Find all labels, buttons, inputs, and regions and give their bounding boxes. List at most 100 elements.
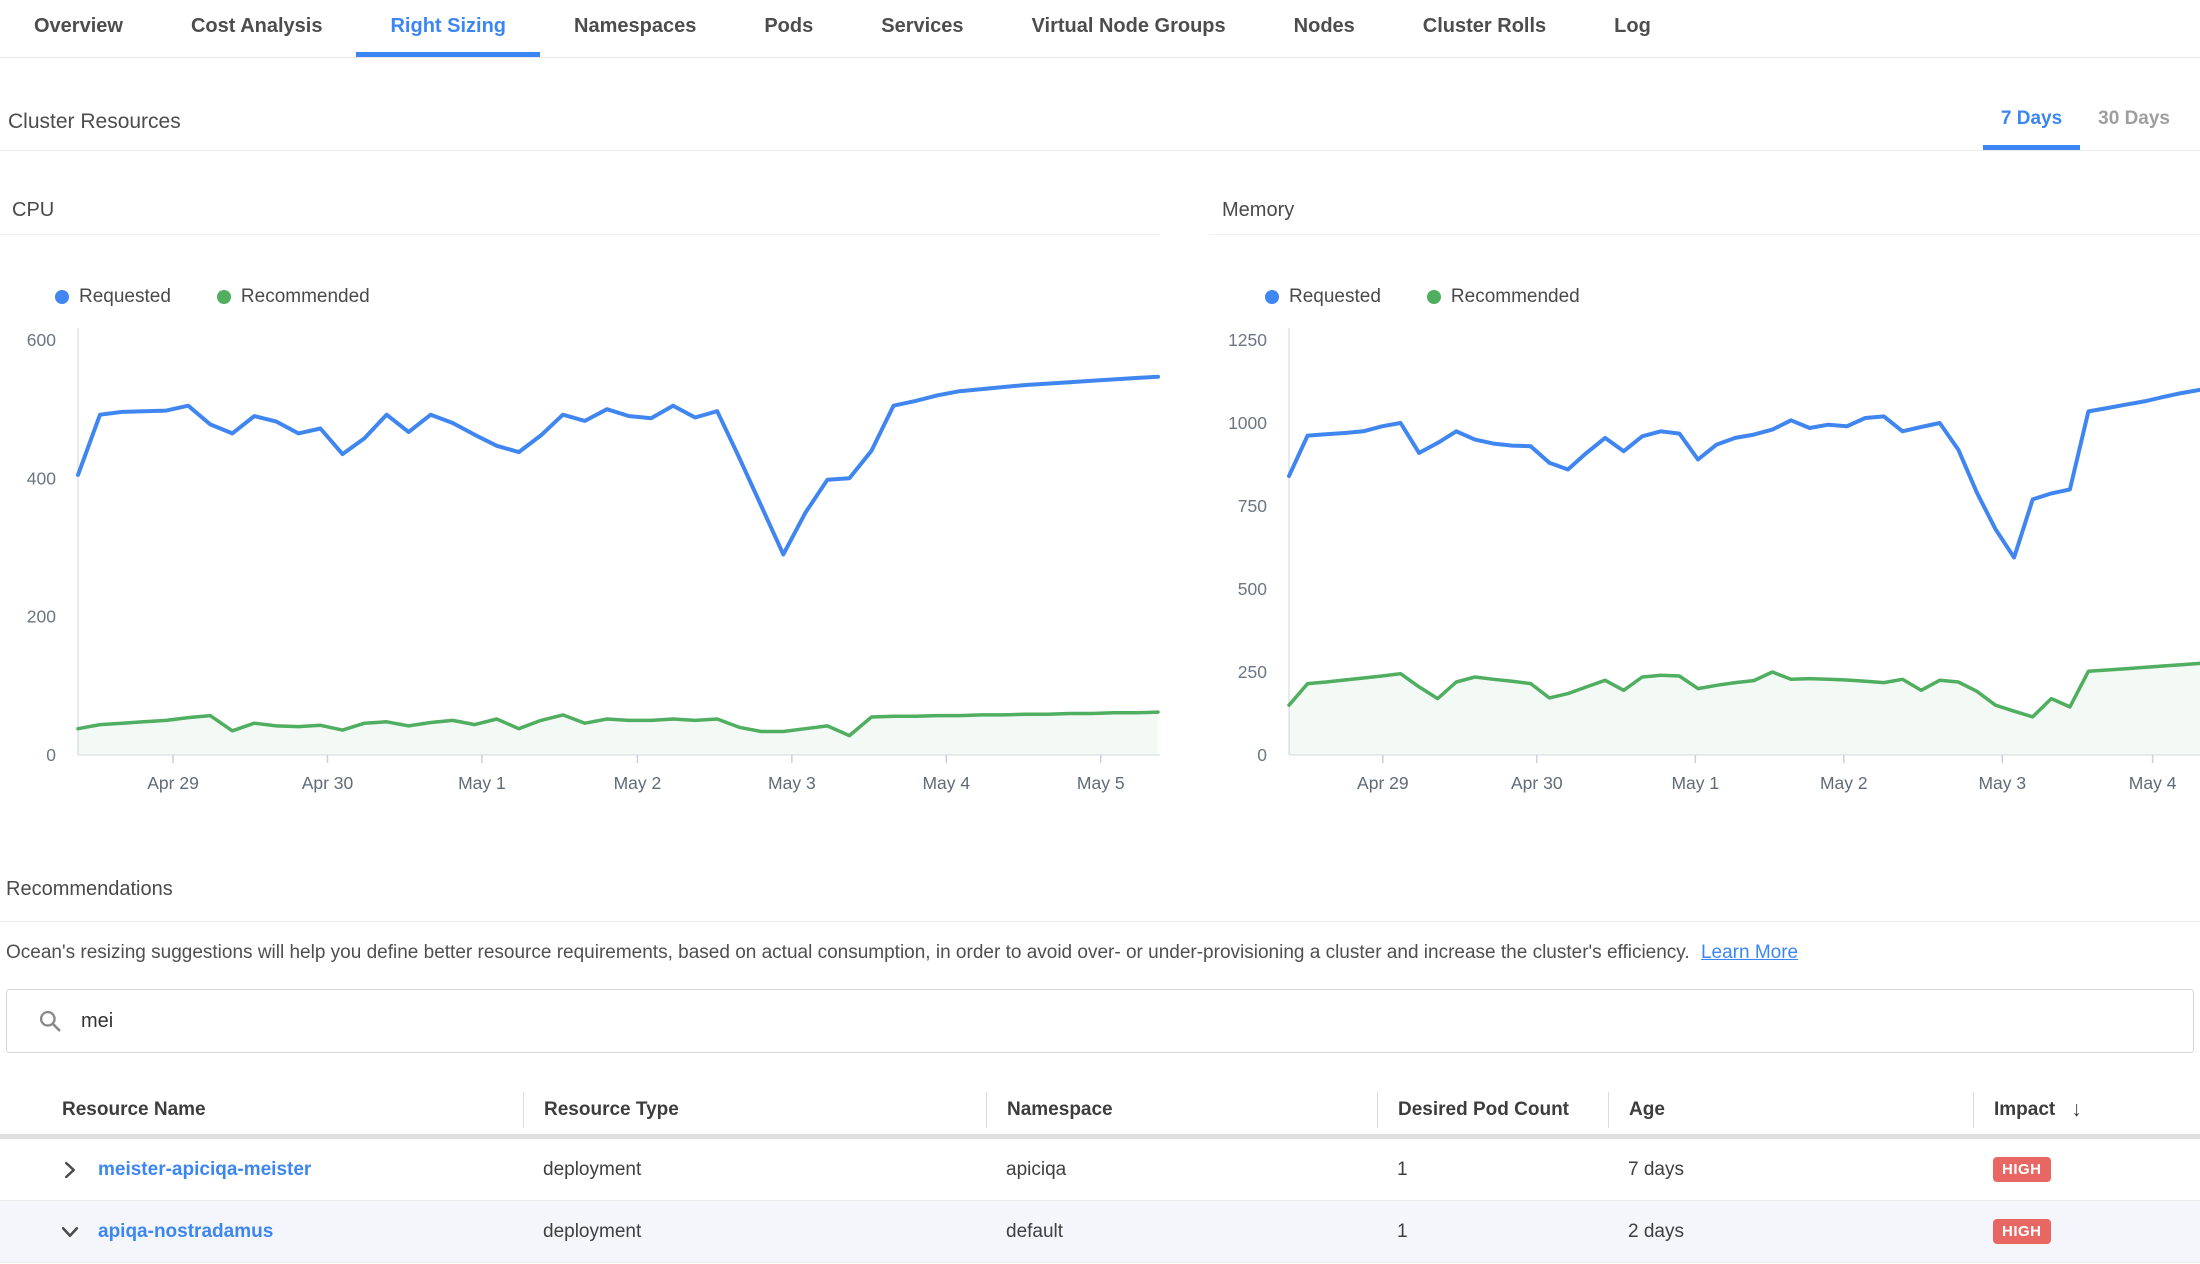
recommended-legend-dot <box>1427 290 1441 304</box>
svg-text:May 2: May 2 <box>614 773 662 793</box>
column-label: Resource Name <box>62 1099 206 1121</box>
tab-right-sizing[interactable]: Right Sizing <box>356 0 540 57</box>
resource-name-cell: apiqa-nostradamus <box>0 1221 523 1243</box>
sort-desc-icon[interactable]: ↓ <box>2071 1098 2082 1122</box>
memory-chart-panel: Memory Requested Recommended 0 250 500 750 10… <box>1210 199 2200 800</box>
legend-recommended[interactable]: Recommended <box>1427 286 1580 308</box>
svg-text:May 4: May 4 <box>2129 773 2177 793</box>
requested-legend-dot <box>55 290 69 304</box>
namespace-cell: default <box>986 1221 1377 1243</box>
column-header-namespace[interactable]: Namespace <box>986 1092 1377 1128</box>
column-label: Impact <box>1994 1099 2055 1121</box>
impact-badge: HIGH <box>1993 1219 2051 1244</box>
cluster-resources-title: Cluster Resources <box>8 93 181 150</box>
cpu-chart: 0200400600Apr 29Apr 30May 1May 2May 3May… <box>0 315 1160 800</box>
recommendations-section: Recommendations Ocean's resizing suggest… <box>0 878 2200 1053</box>
namespace-cell: apiciqa <box>986 1159 1377 1181</box>
column-header-resource-type[interactable]: Resource Type <box>523 1092 986 1128</box>
range-30-days[interactable]: 30 Days <box>2080 93 2188 150</box>
svg-text:May 4: May 4 <box>922 773 970 793</box>
tab-pods[interactable]: Pods <box>730 0 847 57</box>
svg-text:1250: 1250 <box>1228 330 1267 350</box>
tab-cost-analysis[interactable]: Cost Analysis <box>157 0 357 57</box>
impact-badge: HIGH <box>1993 1157 2051 1182</box>
svg-text:May 3: May 3 <box>1978 773 2026 793</box>
tab-bar: OverviewCost AnalysisRight SizingNamespa… <box>0 0 2200 58</box>
resource-type-cell: deployment <box>523 1221 986 1243</box>
svg-text:0: 0 <box>1257 745 1267 765</box>
column-label: Age <box>1629 1099 1665 1121</box>
legend-requested[interactable]: Requested <box>1265 286 1381 308</box>
column-header-resource-name[interactable]: Resource Name <box>0 1092 523 1128</box>
impact-cell: HIGH <box>1973 1219 2200 1244</box>
legend-requested[interactable]: Requested <box>55 286 171 308</box>
column-label: Desired Pod Count <box>1398 1099 1569 1121</box>
age-cell: 7 days <box>1608 1159 1973 1181</box>
resource-name-link[interactable]: apiqa-nostradamus <box>98 1221 273 1243</box>
requested-legend-dot <box>1265 290 1279 304</box>
learn-more-link[interactable]: Learn More <box>1701 942 1798 963</box>
memory-chart-title: Memory <box>1210 199 2200 235</box>
column-header-age[interactable]: Age <box>1608 1092 1973 1128</box>
tab-services[interactable]: Services <box>847 0 997 57</box>
memory-chart: 0 250 500 750 1000 1250 Apr 29 Apr 30 May 1 May 2… <box>1210 315 2200 800</box>
tab-namespaces[interactable]: Namespaces <box>540 0 730 57</box>
svg-text:Apr 29: Apr 29 <box>147 773 199 793</box>
tab-nodes[interactable]: Nodes <box>1260 0 1389 57</box>
svg-text:750: 750 <box>1238 496 1267 516</box>
table-header: Resource Name Resource Type Namespace Desir… <box>0 1086 2200 1139</box>
resource-name-cell: meister-apiciqa-meister <box>0 1159 523 1181</box>
svg-text:600: 600 <box>27 330 56 350</box>
desired-pod-count-cell: 1 <box>1377 1221 1608 1243</box>
legend-label: Recommended <box>1451 286 1580 308</box>
column-header-impact[interactable]: Impact ↓ <box>1973 1092 2200 1128</box>
recommendations-table: Resource Name Resource Type Namespace Desir… <box>0 1086 2200 1263</box>
svg-text:May 1: May 1 <box>1671 773 1719 793</box>
legend-label: Requested <box>79 286 171 308</box>
tab-virtual-node-groups[interactable]: Virtual Node Groups <box>998 0 1260 57</box>
cluster-resources-header: Cluster Resources 7 Days30 Days <box>0 93 2200 151</box>
cpu-chart-title: CPU <box>0 199 1160 235</box>
range-7-days[interactable]: 7 Days <box>1983 93 2080 150</box>
search-box <box>6 989 2194 1053</box>
tab-log[interactable]: Log <box>1580 0 1685 57</box>
chevron-right-icon[interactable] <box>60 1160 80 1180</box>
impact-cell: HIGH <box>1973 1157 2200 1182</box>
svg-text:250: 250 <box>1238 662 1267 682</box>
column-label: Resource Type <box>544 1099 679 1121</box>
memory-chart-legend: Requested Recommended <box>1265 285 2200 309</box>
tab-overview[interactable]: Overview <box>0 0 157 57</box>
resource-type-cell: deployment <box>523 1159 986 1181</box>
svg-text:Apr 30: Apr 30 <box>1511 773 1563 793</box>
legend-recommended[interactable]: Recommended <box>217 286 370 308</box>
svg-text:500: 500 <box>1238 579 1267 599</box>
svg-text:May 5: May 5 <box>1077 773 1125 793</box>
table-body: meister-apiciqa-meisterdeploymentapiciqa… <box>0 1139 2200 1263</box>
svg-text:200: 200 <box>27 607 56 627</box>
desired-pod-count-cell: 1 <box>1377 1159 1608 1181</box>
svg-text:May 2: May 2 <box>1820 773 1868 793</box>
svg-text:1000: 1000 <box>1228 413 1267 433</box>
cpu-chart-panel: CPU RequestedRecommended 0200400600Apr 2… <box>0 199 1160 800</box>
search-input[interactable] <box>81 1010 2021 1033</box>
divider <box>0 921 2200 922</box>
cpu-chart-legend: Requested Recommended <box>55 285 1160 309</box>
svg-text:Apr 30: Apr 30 <box>302 773 354 793</box>
recommended-legend-dot <box>217 290 231 304</box>
recommendations-title: Recommendations <box>0 878 2200 901</box>
resource-name-link[interactable]: meister-apiciqa-meister <box>98 1159 311 1181</box>
time-range-toggle: 7 Days30 Days <box>1983 93 2200 150</box>
svg-text:Apr 29: Apr 29 <box>1357 773 1409 793</box>
charts-row: CPU Requested Recommended 0 200 400 600 Apr 2… <box>0 199 2200 800</box>
column-label: Namespace <box>1007 1099 1113 1121</box>
chevron-down-icon[interactable] <box>60 1222 80 1242</box>
legend-label: Requested <box>1289 286 1381 308</box>
right-sizing-page: Cluster Resources 7 Days30 Days CPU Requ… <box>0 93 2200 1263</box>
svg-text:May 3: May 3 <box>768 773 816 793</box>
table-row-apiqa-nostradamus: apiqa-nostradamusdeploymentdefault12 day… <box>0 1201 2200 1263</box>
table-row-meister-apiciqa-meister: meister-apiciqa-meister deploymentapiciqa… <box>0 1139 2200 1201</box>
svg-text:400: 400 <box>27 468 56 488</box>
search-icon <box>37 1008 63 1034</box>
tab-cluster-rolls[interactable]: Cluster Rolls <box>1389 0 1580 57</box>
column-header-desired-pod-count[interactable]: Desired Pod Count <box>1377 1092 1608 1128</box>
